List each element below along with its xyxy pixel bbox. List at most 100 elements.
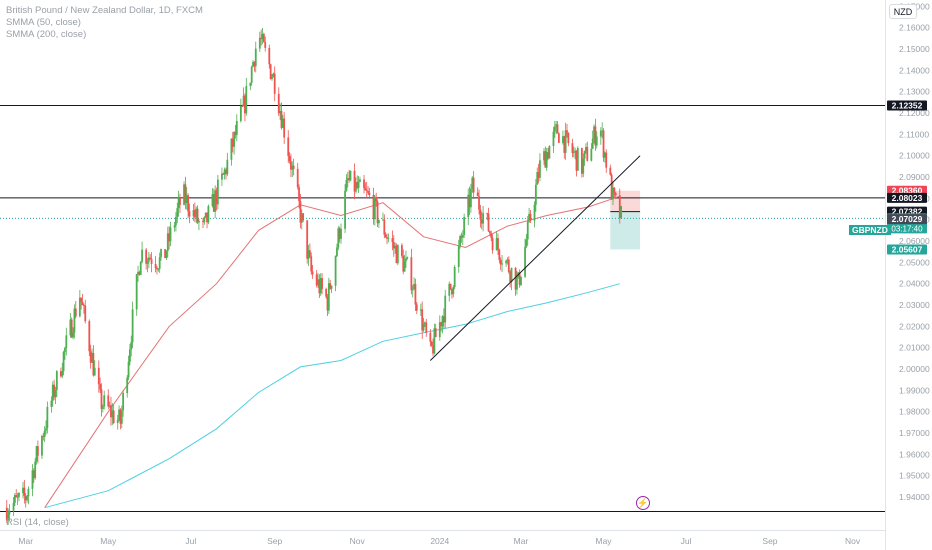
- candle-body: [599, 130, 602, 137]
- candle-body: [553, 126, 556, 132]
- candle-body: [375, 197, 378, 202]
- price-tag: [887, 244, 927, 255]
- candle-body: [325, 288, 328, 297]
- candle-body: [62, 351, 65, 372]
- currency-button[interactable]: NZD: [889, 4, 917, 19]
- candle-body: [231, 138, 234, 147]
- candle-body: [620, 206, 623, 218]
- candle-body: [185, 195, 188, 203]
- candle-body: [510, 267, 513, 283]
- candle-body: [524, 246, 526, 277]
- candle-body: [618, 195, 621, 218]
- candle-body: [574, 150, 577, 152]
- candle-body: [321, 278, 323, 289]
- candle-body: [165, 250, 168, 259]
- candle-body: [50, 400, 53, 407]
- candle-body: [401, 245, 403, 257]
- candle-body: [215, 190, 218, 205]
- candle-body: [12, 502, 15, 511]
- candle-body: [107, 395, 110, 407]
- x-tick-label: Mar: [514, 536, 529, 546]
- candle-body: [299, 201, 302, 223]
- x-tick-label: May: [100, 536, 117, 546]
- y-tick-label: 1.95000: [899, 471, 930, 481]
- candle-body: [382, 219, 384, 221]
- candle-body: [91, 352, 93, 363]
- candle-body: [421, 309, 424, 331]
- candle-body: [187, 195, 189, 212]
- candle-body: [605, 152, 608, 168]
- candle-body: [354, 182, 357, 192]
- candle-body: [345, 179, 348, 191]
- candle-body: [495, 238, 498, 251]
- candle-body: [486, 213, 489, 214]
- trendline: [429, 155, 641, 361]
- candle-body: [603, 152, 606, 158]
- candle-body: [386, 237, 388, 239]
- candle-body: [576, 148, 579, 171]
- y-tick-label: 2.10000: [899, 151, 930, 161]
- candle-body: [119, 409, 122, 424]
- x-tick-label: Nov: [350, 536, 366, 546]
- candle-body: [160, 249, 162, 258]
- candle-body: [204, 212, 207, 218]
- x-tick-label: Mar: [18, 536, 33, 546]
- candle-body: [15, 495, 18, 498]
- candle-body: [392, 242, 395, 249]
- symbol-title[interactable]: British Pound / New Zealand Dollar, 1D, …: [6, 5, 203, 16]
- candle-body: [192, 210, 195, 217]
- flash-icon[interactable]: ⚡: [636, 496, 650, 510]
- candle-body: [329, 283, 332, 289]
- candle-body: [373, 197, 376, 220]
- x-tick-label: May: [596, 536, 613, 546]
- candle-body: [103, 395, 106, 407]
- candle-body: [129, 349, 131, 362]
- candle-body: [311, 271, 314, 275]
- y-tick-label: 2.02000: [899, 321, 930, 331]
- candle-body: [175, 217, 177, 226]
- candle-body: [283, 118, 286, 138]
- candle-body: [585, 147, 587, 151]
- take-profit-zone: [610, 211, 641, 250]
- candle-body: [93, 367, 96, 376]
- candle-body: [586, 147, 589, 161]
- candle-body: [101, 406, 104, 409]
- candle-body: [222, 173, 225, 175]
- candle-body: [261, 34, 264, 40]
- candle-body: [544, 151, 547, 168]
- candle-body: [359, 179, 361, 182]
- candle-body: [340, 228, 342, 239]
- candle-body: [211, 194, 214, 206]
- candle-body: [337, 228, 340, 248]
- candle-body: [131, 309, 134, 343]
- candle-body: [452, 287, 455, 295]
- candle-body: [32, 470, 35, 479]
- candle-body: [271, 76, 273, 80]
- smma50-legend[interactable]: SMMA (50, close): [6, 17, 81, 28]
- candle-body: [449, 283, 452, 290]
- candle-body: [377, 220, 380, 224]
- candle-body: [480, 219, 483, 224]
- smma200-legend[interactable]: SMMA (200, close): [6, 29, 87, 40]
- candle-body: [440, 322, 443, 327]
- candle-body: [491, 237, 494, 251]
- candle-body: [543, 151, 545, 161]
- candle-body: [154, 263, 157, 268]
- candle-body: [277, 93, 280, 114]
- candle-body: [24, 495, 27, 501]
- candle-body: [264, 42, 267, 48]
- candle-body: [42, 436, 45, 437]
- x-tick-label: 2024: [430, 536, 449, 546]
- candle-body: [280, 110, 283, 128]
- y-tick-label: 1.94000: [899, 492, 930, 502]
- candle-body: [36, 446, 39, 456]
- rsi-legend[interactable]: RSI (14, close): [6, 517, 69, 528]
- x-tick-label: Jul: [185, 536, 196, 546]
- candle-body: [353, 170, 356, 192]
- candle-body: [156, 267, 158, 270]
- candle-body: [26, 496, 28, 501]
- candle-body: [147, 257, 150, 262]
- candle-body: [262, 34, 265, 43]
- candle-body: [367, 190, 369, 193]
